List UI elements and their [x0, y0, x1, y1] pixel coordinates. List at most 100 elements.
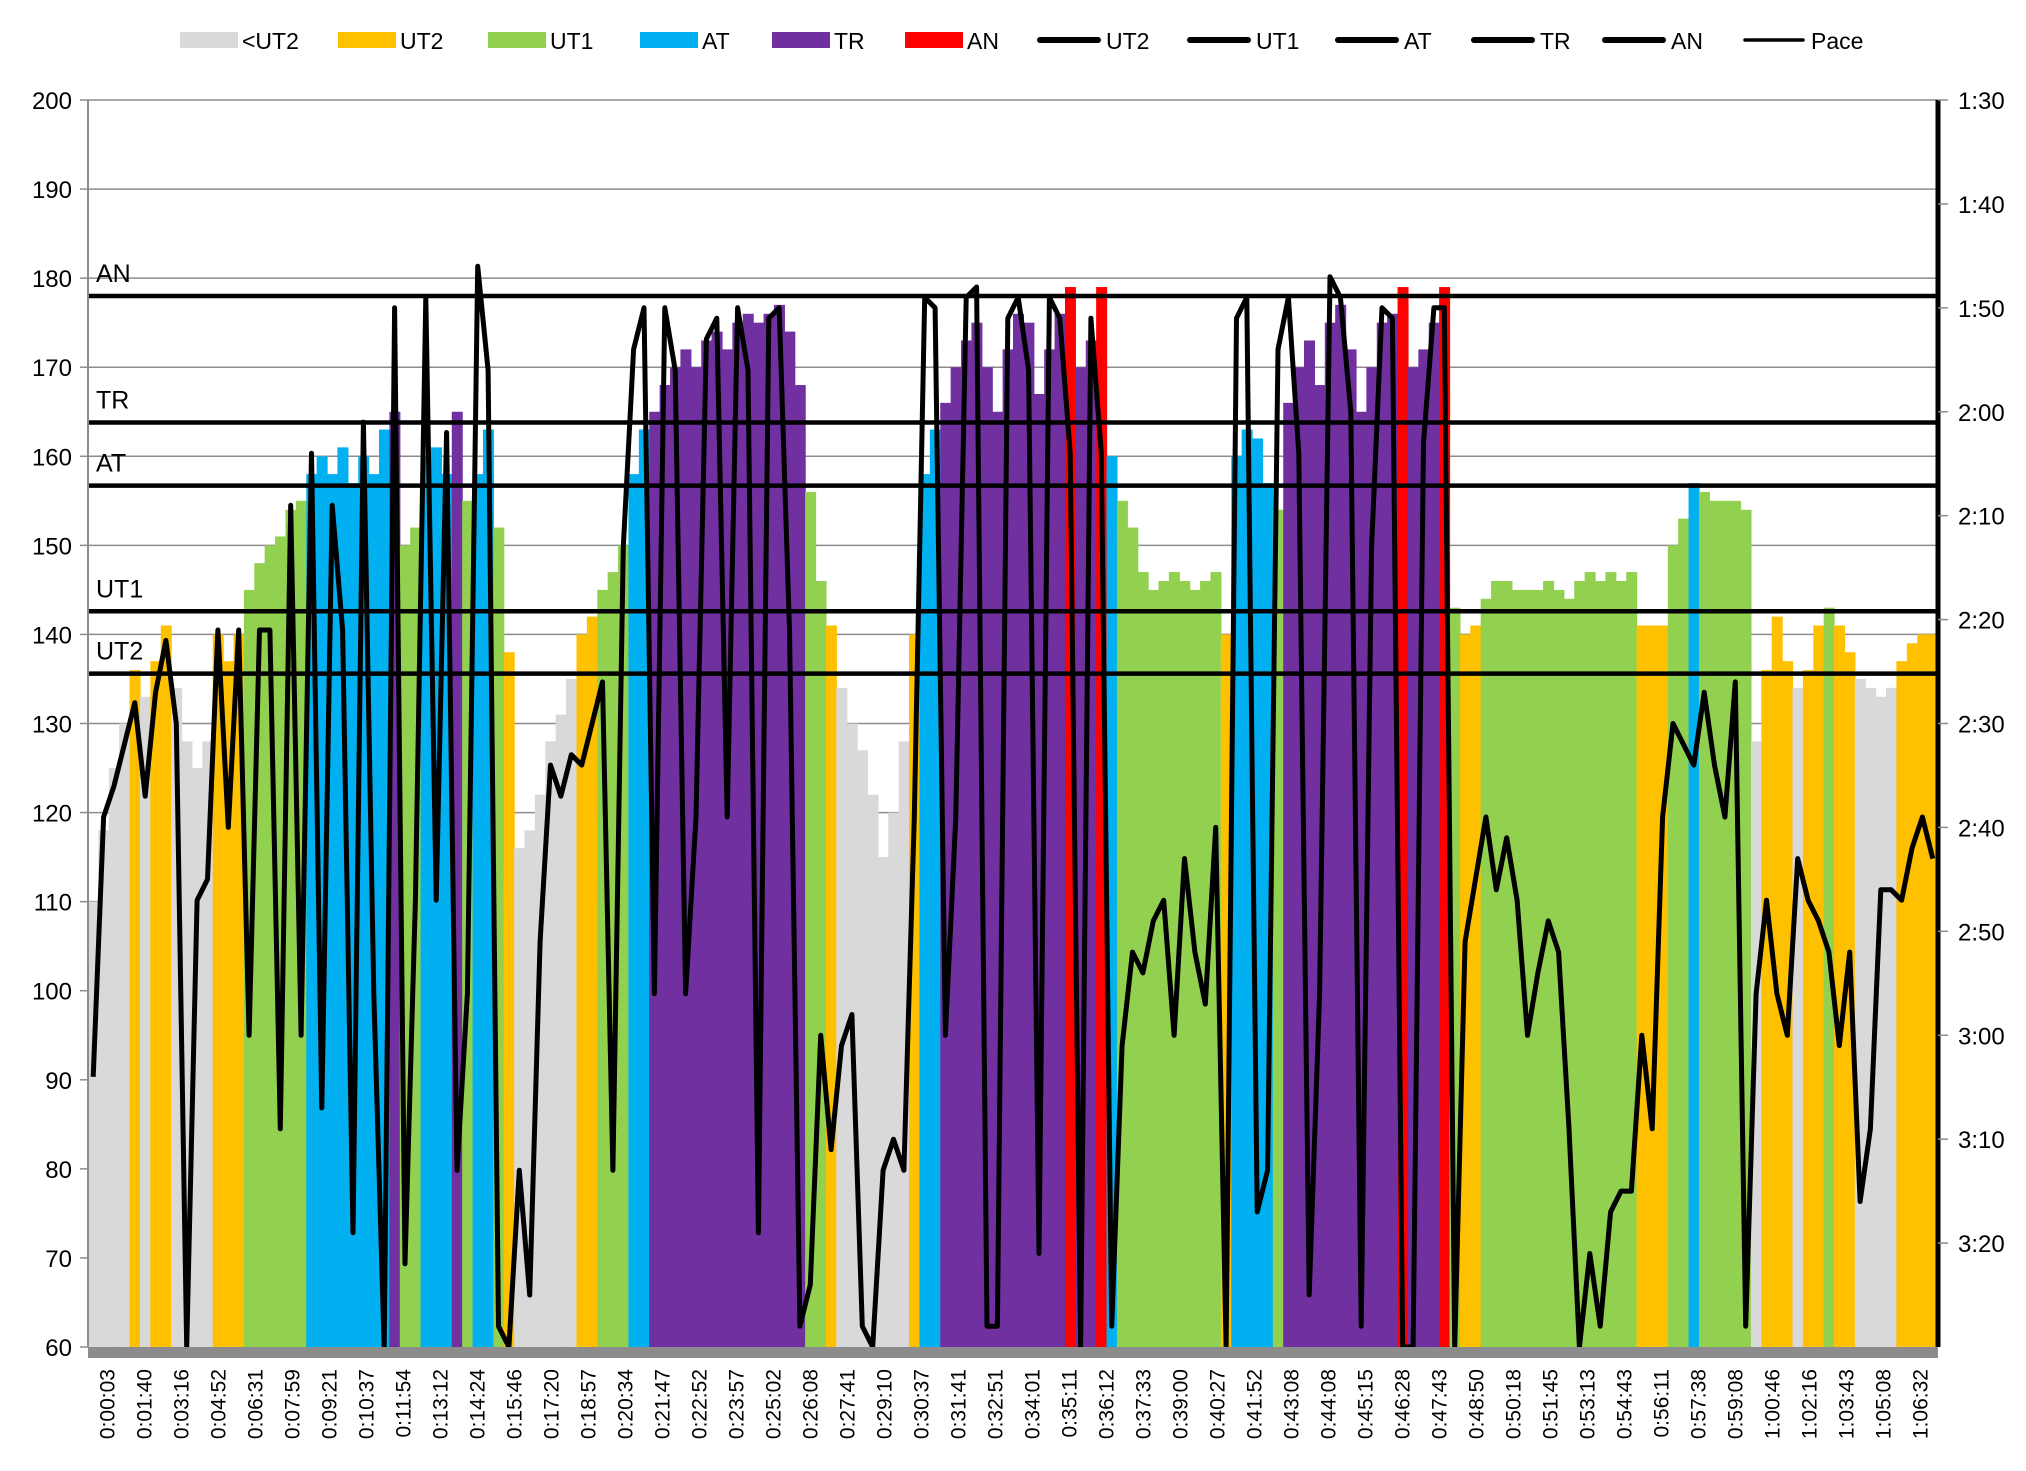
x-tick-label: 0:40:27	[1207, 1369, 1230, 1439]
hr-bar-ut1	[816, 581, 827, 1347]
x-tick-label: 0:47:43	[1429, 1369, 1452, 1439]
hr-bar-ut2	[1896, 661, 1907, 1347]
pace-tick-label: 1:50	[1958, 296, 2005, 323]
legend-swatch	[488, 32, 546, 48]
hr-bar-ut2	[130, 670, 141, 1347]
x-axis-floor	[88, 1347, 1938, 1358]
y-tick-label: 80	[45, 1157, 72, 1184]
y-tick-label: 160	[32, 444, 72, 471]
legend-swatch	[772, 32, 830, 48]
y-tick-label: 190	[32, 177, 72, 204]
legend-label: Pace	[1811, 28, 1863, 54]
x-tick-label: 1:03:43	[1836, 1369, 1859, 1439]
legend-label: AN	[1671, 28, 1703, 54]
hr-bar-ut2	[1907, 643, 1918, 1347]
x-tick-label: 0:17:20	[541, 1369, 564, 1439]
legend-swatch	[338, 32, 396, 48]
x-tick-label: 1:05:08	[1873, 1369, 1896, 1439]
y-tick-label: 200	[32, 88, 72, 115]
hr-bar-tr	[1335, 305, 1346, 1347]
hr-bar-ut1	[1127, 528, 1138, 1347]
legend-label: AT	[1404, 28, 1432, 54]
hr-bar-ut1	[1699, 492, 1710, 1347]
x-tick-label: 0:11:54	[393, 1369, 416, 1438]
legend-label: UT2	[400, 28, 443, 54]
x-tick-label: 0:13:12	[430, 1369, 453, 1439]
legend-swatch	[640, 32, 698, 48]
x-tick-label: 0:03:16	[171, 1369, 194, 1439]
hr-bar-ut1	[1668, 545, 1679, 1347]
x-tick-label: 0:32:51	[985, 1369, 1008, 1439]
hr-bar-at	[919, 474, 930, 1347]
x-tick-label: 0:15:46	[504, 1369, 527, 1439]
y-tick-label: 70	[45, 1246, 72, 1273]
threshold-label-an: AN	[96, 260, 131, 288]
pace-tick-label: 2:10	[1958, 504, 2005, 531]
legend-label: UT2	[1106, 28, 1149, 54]
hr-bar-ut1	[1616, 581, 1627, 1347]
x-tick-label: 0:27:41	[837, 1369, 860, 1439]
legend-label: AN	[967, 28, 999, 54]
pace-tick-label: 3:00	[1958, 1023, 2005, 1050]
x-tick-label: 0:25:02	[763, 1369, 786, 1439]
pace-tick-label: 3:20	[1958, 1231, 2005, 1258]
pace-tick-label: 3:10	[1958, 1127, 2005, 1154]
x-tick-label: 0:01:40	[134, 1369, 157, 1439]
x-tick-label: 0:23:57	[726, 1369, 749, 1439]
x-tick-label: 0:21:47	[652, 1369, 675, 1439]
x-tick-label: 0:30:37	[911, 1369, 934, 1439]
hr-bar-ut2	[150, 661, 161, 1347]
legend-label: UT1	[1256, 28, 1299, 54]
legend-label: <UT2	[242, 28, 299, 54]
x-tick-label: 0:14:24	[467, 1369, 490, 1439]
hr-bar-ut1	[1543, 581, 1554, 1347]
legend-swatch	[905, 32, 963, 48]
x-tick-label: 0:41:52	[1244, 1369, 1267, 1439]
y-tick-label: 110	[34, 890, 72, 917]
x-tick-label: 0:45:15	[1355, 1369, 1378, 1439]
hr-bar-ut2	[1917, 634, 1928, 1347]
x-tick-label: 0:00:03	[97, 1369, 120, 1439]
x-tick-label: 0:39:00	[1170, 1369, 1193, 1439]
y-tick-label: 100	[32, 979, 72, 1006]
x-tick-label: 0:59:08	[1725, 1369, 1748, 1439]
x-tick-label: 0:37:33	[1133, 1369, 1156, 1439]
hr-bar-ut1	[1481, 599, 1492, 1347]
x-tick-label: 0:57:38	[1688, 1369, 1711, 1439]
hr-bar-ut1	[1148, 590, 1159, 1347]
y-tick-label: 140	[32, 622, 72, 649]
hr-bar-tr	[1055, 314, 1066, 1347]
x-tick-label: 0:53:13	[1577, 1369, 1600, 1439]
x-tick-label: 0:54:43	[1614, 1369, 1637, 1439]
legend-label: AT	[702, 28, 730, 54]
hr-bar-ut1	[1491, 581, 1502, 1347]
hr-bar-ut1	[1595, 581, 1606, 1347]
hr-bar-ut1	[1720, 501, 1731, 1347]
x-tick-label: 0:06:31	[245, 1369, 268, 1439]
pace-tick-label: 2:50	[1958, 919, 2005, 946]
pace-tick-label: 1:40	[1958, 192, 2005, 219]
hr-bar-ut2	[1637, 626, 1648, 1347]
x-tick-label: 0:26:08	[800, 1369, 823, 1439]
x-tick-label: 0:18:57	[578, 1369, 601, 1439]
hr-bar-below-ut2	[1792, 688, 1803, 1347]
legend-label: UT1	[550, 28, 593, 54]
y-tick-label: 130	[32, 712, 72, 739]
x-tick-label: 0:20:34	[615, 1369, 638, 1439]
pace-tick-label: 2:40	[1958, 815, 2005, 842]
hr-bar-tr	[1429, 323, 1440, 1347]
pace-tick-label: 2:00	[1958, 400, 2005, 427]
hr-bar-ut1	[1678, 519, 1689, 1347]
x-tick-label: 0:34:01	[1022, 1369, 1045, 1439]
x-tick-label: 0:36:12	[1096, 1369, 1119, 1439]
hr-bar-below-ut2	[556, 715, 567, 1347]
hr-bar-ut2	[1470, 626, 1481, 1347]
hr-bar-tr	[1377, 323, 1388, 1347]
x-tick-label: 0:50:18	[1503, 1369, 1526, 1439]
x-tick-label: 0:31:41	[948, 1369, 971, 1439]
x-tick-label: 0:46:28	[1392, 1369, 1415, 1439]
hr-bar-ut1	[1585, 572, 1596, 1347]
y-tick-label: 60	[45, 1335, 72, 1362]
x-tick-label: 0:04:52	[208, 1369, 231, 1439]
